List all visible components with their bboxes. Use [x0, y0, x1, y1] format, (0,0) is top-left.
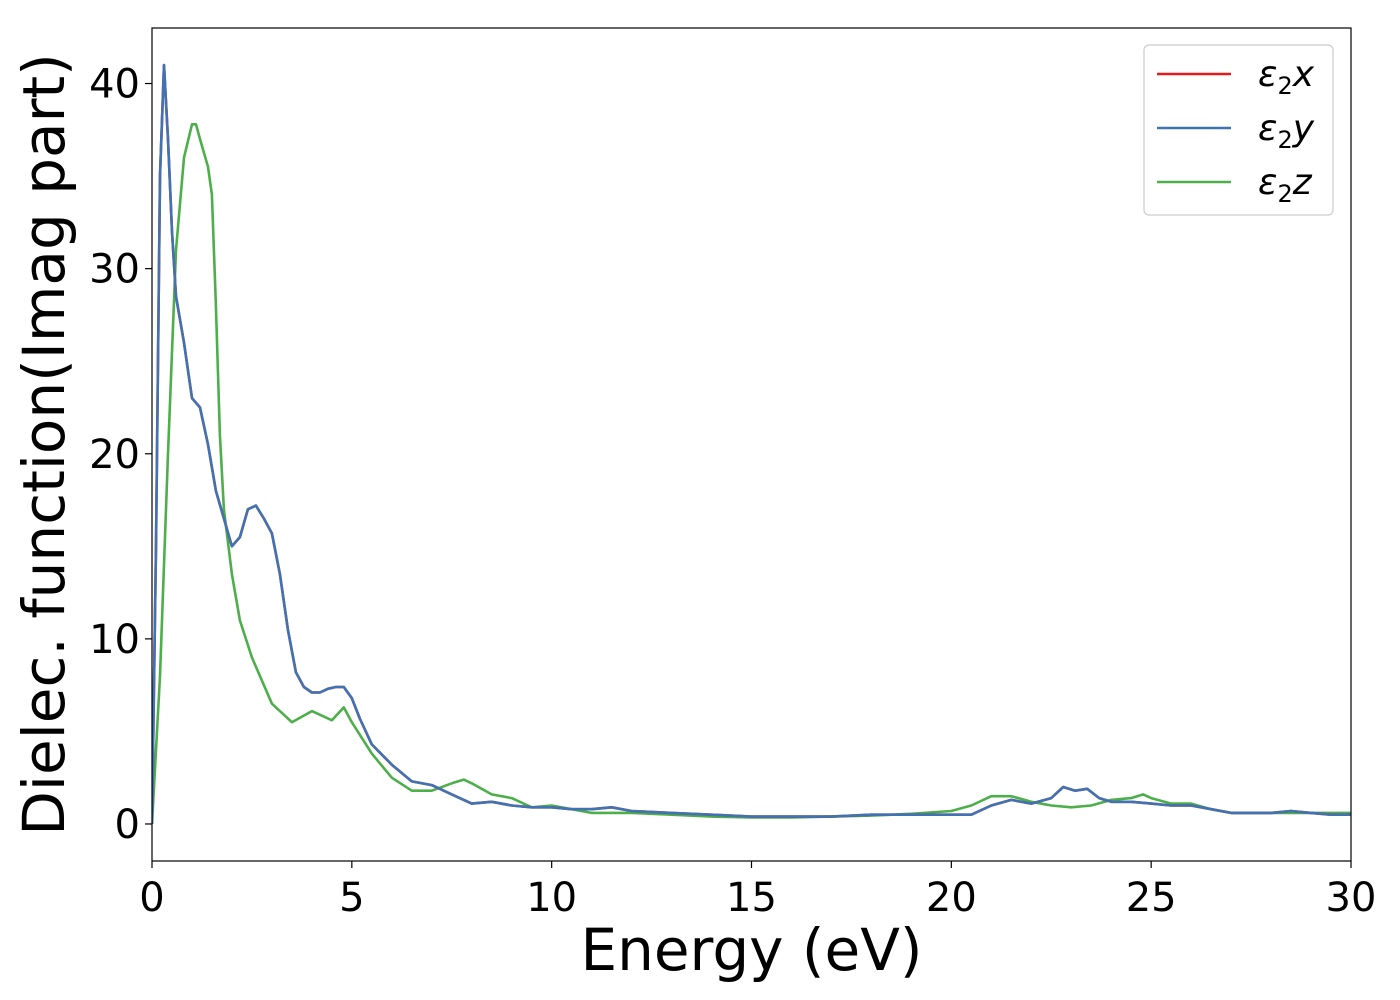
legend-label-base: ε	[1258, 54, 1277, 95]
x-tick-label: 20	[926, 875, 977, 921]
legend-label: ε2x	[1258, 54, 1315, 100]
legend-item-y: ε2y	[1157, 108, 1315, 154]
x-axis-title: Energy (eV)	[580, 916, 922, 984]
legend-label-subscript: 2	[1277, 126, 1292, 154]
x-tick-label: 30	[1326, 875, 1377, 921]
legend-label-axis: x	[1292, 54, 1315, 95]
legend-label-subscript: 2	[1277, 180, 1292, 208]
legend-label-subscript: 2	[1277, 72, 1292, 100]
legend-label-axis: z	[1292, 162, 1313, 203]
y-tick-label: 40	[89, 62, 140, 108]
x-tick-label: 10	[526, 875, 577, 921]
legend-item-z: ε2z	[1157, 162, 1313, 208]
legend-box	[1143, 44, 1334, 216]
y-tick-label: 0	[115, 802, 140, 848]
series-line-z	[152, 123, 1351, 825]
y-tick-label: 30	[89, 247, 140, 293]
series-line-y	[152, 63, 1351, 825]
legend-label-base: ε	[1258, 108, 1277, 149]
x-axis: 0 5 10 15 20 25 30	[139, 861, 1376, 921]
y-axis-title: Dielec. function(Imag part)	[10, 53, 78, 836]
legend-label: ε2y	[1258, 108, 1315, 154]
legend-label-base: ε	[1258, 162, 1277, 203]
x-tick-label: 0	[139, 875, 164, 921]
x-tick-label: 25	[1126, 875, 1177, 921]
legend-label-axis: y	[1292, 108, 1315, 149]
legend-label: ε2z	[1258, 162, 1313, 208]
legend-item-x: ε2x	[1157, 54, 1315, 100]
y-axis: 0 10 20 30 40	[89, 62, 152, 848]
y-tick-label: 10	[89, 617, 140, 663]
x-tick-label: 5	[339, 875, 364, 921]
x-tick-label: 15	[726, 875, 777, 921]
y-tick-label: 20	[89, 432, 140, 478]
series-layer	[152, 63, 1351, 825]
